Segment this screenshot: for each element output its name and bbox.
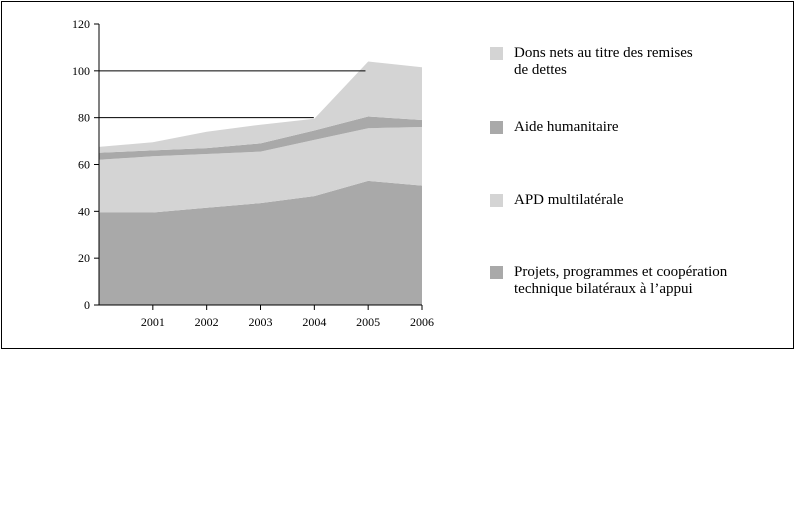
y-tick-label: 0	[84, 298, 90, 312]
legend-label: Projets, programmes et coopération techn…	[514, 264, 728, 297]
x-tick-label: 2006	[410, 315, 434, 329]
area-series-2	[99, 116, 422, 160]
legend-swatch	[490, 194, 503, 207]
legend-item-multilateral: APD multilatérale	[490, 192, 624, 209]
legend-swatch	[490, 121, 503, 134]
legend-swatch	[490, 266, 503, 279]
legend-swatch	[490, 47, 503, 60]
y-tick-label: 80	[78, 111, 90, 125]
area-series-1	[99, 127, 422, 213]
x-tick-label: 2002	[195, 315, 219, 329]
legend-label: Dons nets au titre des remises de dettes	[514, 45, 693, 78]
x-axis-ticks: 2001 2002 2003 2004 2005 2006	[141, 305, 434, 329]
legend-item-bilateral: Projets, programmes et coopération techn…	[490, 264, 727, 298]
legend-item-debt-relief: Dons nets au titre des remises de dettes	[490, 45, 693, 79]
y-tick-label: 40	[78, 204, 90, 218]
legend-item-humanitarian: Aide humanitaire	[490, 119, 619, 136]
y-axis-ticks: 0 20 40 60 80 100 120	[72, 17, 99, 312]
y-tick-label: 60	[78, 158, 90, 172]
area-series-3	[99, 61, 422, 153]
area-chart: 0 20 40 60 80 100 120 2001 2002 2003 2004 2005 2006	[72, 17, 434, 329]
x-tick-label: 2004	[302, 315, 326, 329]
area-series-group	[99, 61, 422, 305]
legend-label: APD multilatérale	[514, 192, 624, 208]
y-tick-label: 20	[78, 251, 90, 265]
y-tick-label: 120	[72, 17, 90, 31]
area-series-0	[99, 180, 422, 305]
y-tick-label: 100	[72, 64, 90, 78]
x-tick-label: 2001	[141, 315, 165, 329]
chart-frame	[1, 1, 794, 349]
x-tick-label: 2005	[356, 315, 380, 329]
x-tick-label: 2003	[249, 315, 273, 329]
legend-label: Aide humanitaire	[514, 119, 619, 135]
gridlines	[99, 70, 366, 119]
